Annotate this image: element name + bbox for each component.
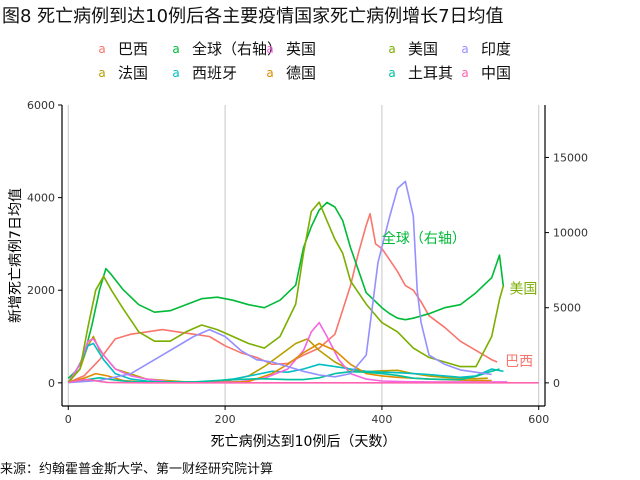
series-line-7 [68,368,500,384]
y2-tick-label-0: 0 [553,377,560,390]
legend-label: 土耳其 [408,64,454,82]
legend-label: 美国 [408,40,439,58]
y-axis-title: 新增死亡病例7日均值 [8,188,24,323]
legend-label: 西班牙 [192,64,238,82]
x-tick-label-2: 400 [371,413,392,426]
series-end-label-0: 巴西 [505,354,533,370]
chart-title: 图8 死亡病例到达10例后各主要疫情国家死亡病例增长7日均值 [2,6,504,27]
legend-key-icon: a [388,41,396,56]
source-note: 来源：约翰霍普金斯大学、第一财经研究院计算 [0,462,274,477]
legend-item-9: a 中国 [457,62,511,83]
series-line-0 [67,213,498,384]
series-end-label-6: 美国 [509,282,537,298]
x-tick-label-1: 200 [215,413,236,426]
x-tick-label-0: 0 [65,413,72,426]
legend-label: 巴西 [118,40,149,58]
legend-key-icon: a [172,65,180,80]
legend-label: 印度 [481,40,512,58]
legend-label: 法国 [118,64,149,82]
y-tick-label-3: 6000 [27,99,55,112]
legend-label: 中国 [481,64,512,82]
legend-item-0: a 巴西 [94,38,148,59]
legend-key-icon: a [172,41,180,56]
legend-key-icon: a [461,65,469,80]
x-tick-label-3: 600 [528,413,549,426]
legend-item-3: a 西班牙 [168,62,237,83]
chart-legend: a 巴西 a 法国 a 全球（右轴） a 西班牙 a 英国 a 德国 a 美国 a 土耳其 a 印度 a 中国 [94,38,634,84]
legend-item-8: a 印度 [457,38,511,59]
series-line-8 [68,180,492,384]
y-tick-label-2: 4000 [27,192,55,205]
legend-key-icon: a [98,41,106,56]
y2-tick-label-3: 15000 [553,151,588,164]
series-line-4 [67,321,508,384]
series-line-2 [67,201,505,379]
legend-key-icon: a [461,41,469,56]
series-line-9 [68,378,539,384]
y-tick-label-1: 2000 [27,284,55,297]
series-end-label-global: 全球（右轴） [382,230,466,247]
legend-key-icon: a [266,41,274,56]
legend-key-icon: a [388,65,396,80]
legend-item-1: a 法国 [94,62,148,83]
y-tick-label-0: 0 [48,377,55,390]
series-line-3 [67,342,504,384]
legend-item-6: a 美国 [384,38,438,59]
legend-key-icon: a [266,65,274,80]
legend-label: 德国 [286,64,317,82]
legend-item-5: a 德国 [262,62,316,83]
y2-tick-label-2: 10000 [553,227,588,240]
x-axis-title: 死亡病例达到10例后（天数） [211,434,397,450]
legend-key-icon: a [98,65,106,80]
legend-label: 英国 [286,40,317,58]
series-line-6 [67,201,505,383]
legend-label: 全球（右轴） [192,40,283,58]
y2-tick-label-1: 5000 [553,302,581,315]
legend-item-4: a 英国 [262,38,316,59]
legend-item-2: a 全球（右轴） [168,38,282,59]
legend-item-7: a 土耳其 [384,62,453,83]
